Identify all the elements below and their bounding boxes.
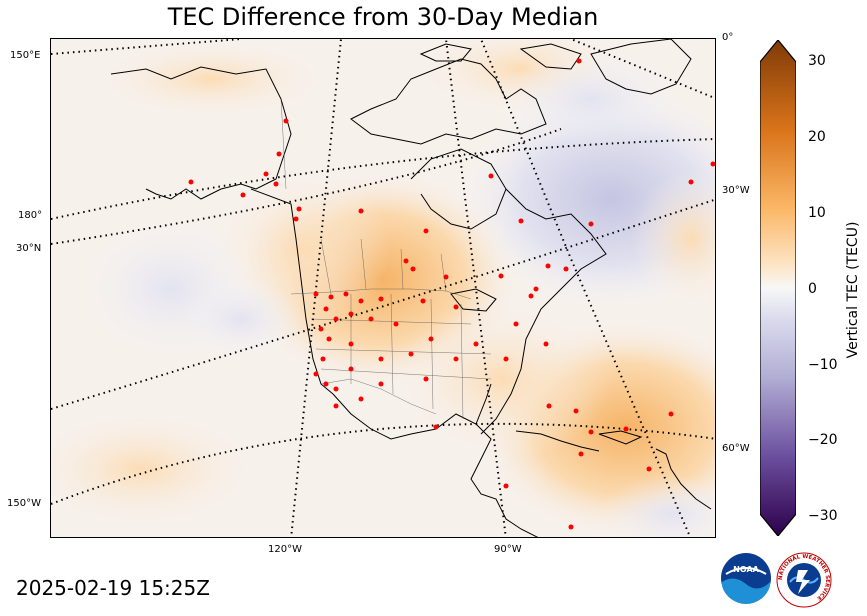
lon-label-60w: 60°W	[722, 443, 750, 454]
colorbar	[760, 40, 796, 536]
colorbar-tick-0: 0	[808, 281, 817, 297]
colorbar-label: Vertical TEC (TECU)	[845, 221, 861, 359]
colorbar-tick-20: 20	[808, 129, 826, 145]
noaa-logo: NOAA	[721, 553, 771, 604]
lon-label-180: 180°	[18, 210, 43, 221]
lon-label-120w: 120°W	[268, 544, 302, 555]
colorbar-tick-neg10: −10	[808, 357, 838, 373]
colorbar-tick-neg20: −20	[808, 432, 838, 448]
map-canvas	[51, 39, 715, 537]
colorbar-tick-neg30: −30	[808, 508, 838, 524]
timestamp: 2025-02-19 15:25Z	[16, 576, 210, 600]
lon-label-150w: 150°W	[7, 498, 41, 509]
lon-label-150e: 150°E	[10, 50, 41, 61]
lon-label-90w: 90°W	[494, 544, 522, 555]
nws-logo: NATIONAL WEATHER SERVICE	[776, 552, 832, 608]
colorbar-tick-30: 30	[808, 53, 826, 69]
tec-anomaly-field	[51, 39, 715, 537]
tec-map	[50, 38, 716, 538]
graticule	[51, 39, 715, 537]
lon-label-0: 0°	[722, 32, 734, 43]
colorbar-tick-10: 10	[808, 205, 826, 221]
political-boundaries	[280, 98, 492, 420]
lon-label-30w: 30°W	[722, 185, 750, 196]
lat-label-30n: 30°N	[16, 243, 42, 254]
map-title: TEC Difference from 30-Day Median	[167, 3, 599, 31]
station-markers	[188, 58, 715, 530]
noaa-logo-text: NOAA	[733, 565, 759, 574]
